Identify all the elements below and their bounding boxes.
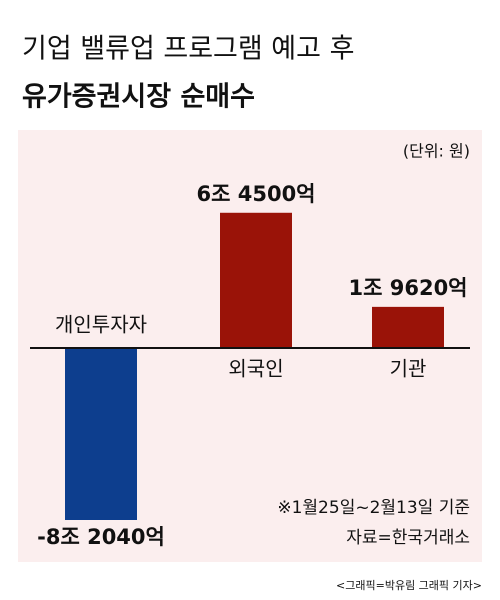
bar <box>220 212 292 348</box>
bar <box>372 306 444 348</box>
bar <box>65 348 137 520</box>
note: ※1월25일~2월13일 기준 <box>277 498 470 518</box>
credit: <그래픽=박유림 그래픽 기자> <box>336 579 482 592</box>
value-label: 1조 9620억 <box>348 276 467 300</box>
value-label: -8조 2040억 <box>37 525 165 549</box>
note: 자료=한국거래소 <box>346 528 470 548</box>
chart-title: 기업 밸류업 프로그램 예고 후 <box>22 34 354 65</box>
value-label: 6조 4500억 <box>196 182 315 206</box>
unit-label: (단위: 원) <box>403 142 470 161</box>
category-label: 외국인 <box>228 357 283 381</box>
category-label: 기관 <box>390 357 427 381</box>
category-label: 개인투자자 <box>55 313 147 337</box>
chart-subtitle: 유가증권시장 순매수 <box>22 82 255 113</box>
